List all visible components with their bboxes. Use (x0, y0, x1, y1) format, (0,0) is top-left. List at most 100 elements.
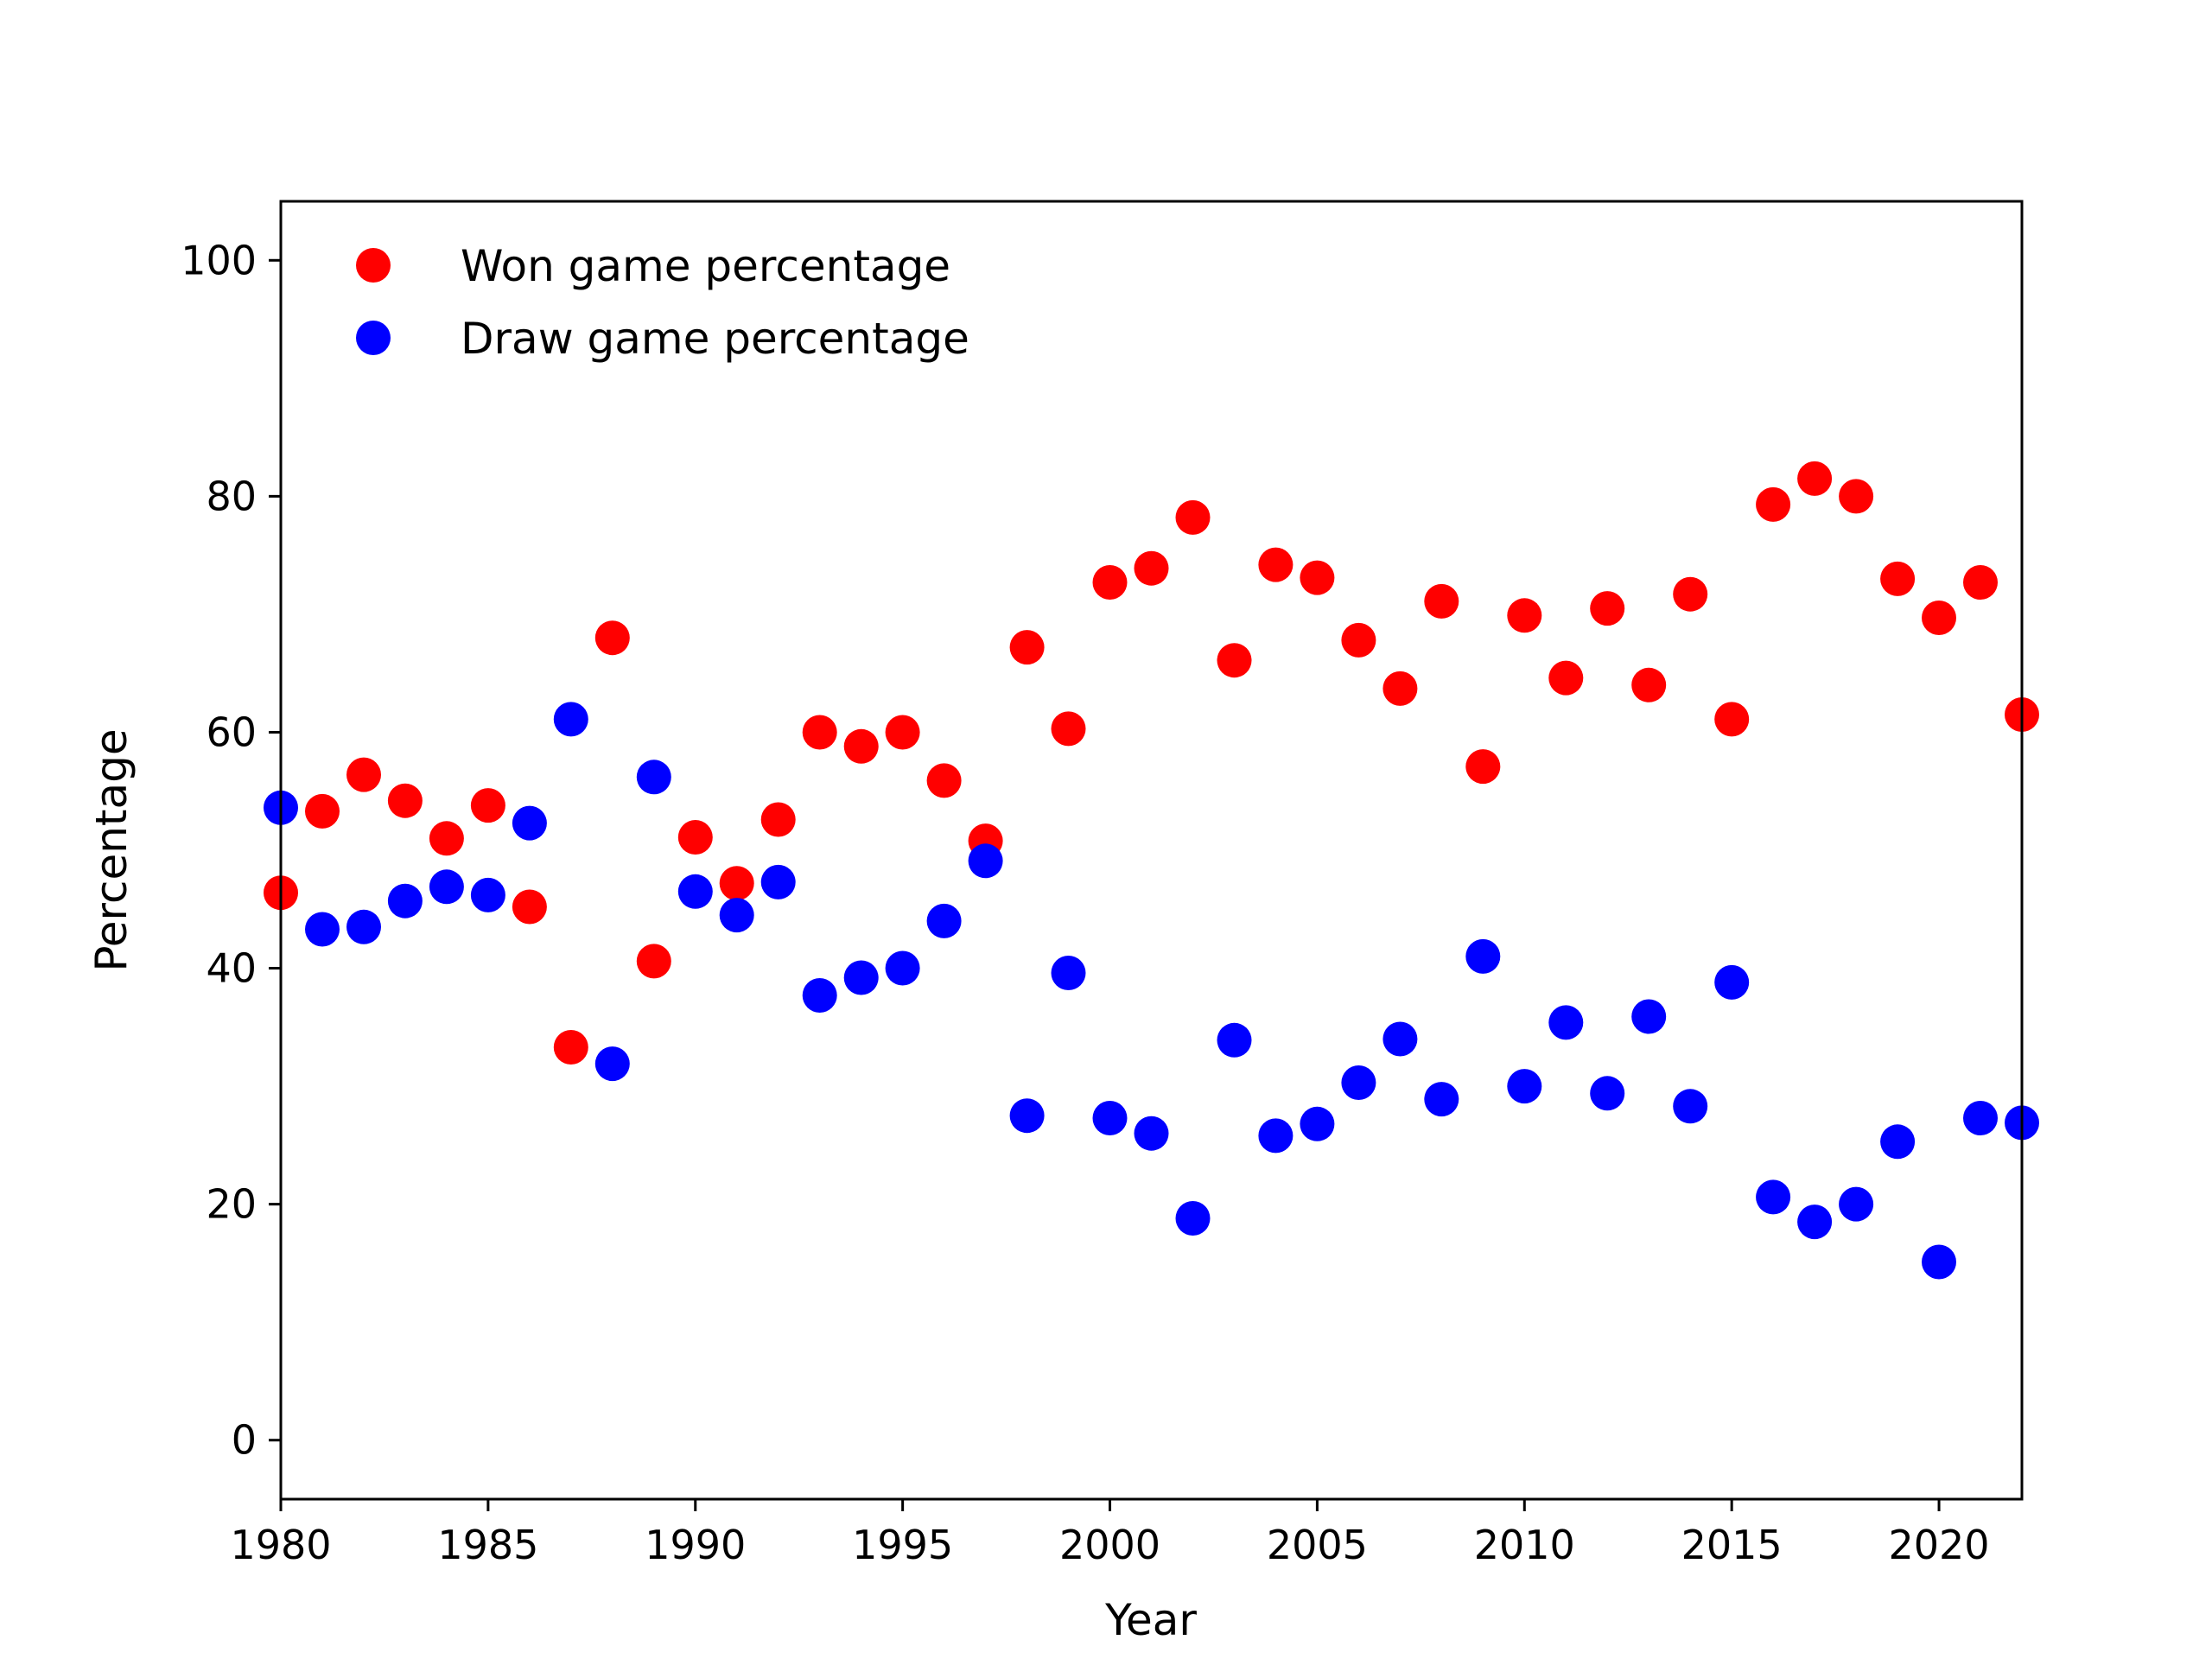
data-point (1175, 499, 1211, 535)
x-tick-label: 2010 (1474, 1522, 1575, 1568)
x-tick-label: 2000 (1059, 1522, 1160, 1568)
data-point (885, 715, 920, 750)
data-point (885, 950, 920, 986)
data-point (1051, 956, 1086, 990)
data-point (594, 1046, 630, 1082)
data-point (1341, 622, 1376, 658)
data-point (1797, 1205, 1833, 1240)
data-point (1465, 749, 1501, 785)
data-point (677, 820, 713, 855)
x-tick-label: 1985 (437, 1522, 538, 1568)
data-point (843, 728, 879, 764)
data-points (264, 461, 2039, 1280)
data-point (594, 620, 630, 656)
x-axis-ticks: 1980 1985 1990 1995 2000 2005 2010 2015 2020 (230, 1499, 1990, 1568)
legend-label-draw: Draw game percentage (461, 314, 969, 364)
data-point (1797, 461, 1833, 496)
data-point (553, 702, 588, 737)
series-won-points (264, 461, 2039, 1065)
data-point (1424, 1082, 1459, 1117)
data-point (1756, 486, 1791, 522)
legend-marker-draw (356, 321, 391, 355)
data-point (1009, 1098, 1045, 1134)
data-point (636, 944, 671, 979)
data-point (1590, 1076, 1625, 1111)
data-point (1714, 702, 1750, 737)
legend-marker-won (356, 248, 391, 283)
y-tick-label: 40 (206, 945, 257, 992)
data-point (305, 793, 340, 829)
data-point (1673, 1089, 1708, 1124)
data-point (1009, 630, 1045, 665)
x-tick-label: 2020 (1889, 1522, 1990, 1568)
series-draw-points (264, 702, 2039, 1280)
data-point (1300, 1106, 1335, 1141)
x-axis-label: Year (1104, 1595, 1197, 1645)
data-point (1382, 1021, 1418, 1057)
data-point (677, 874, 713, 909)
y-tick-label: 20 (206, 1181, 257, 1228)
data-point (1631, 999, 1667, 1034)
data-point (1922, 1244, 1956, 1280)
data-point (1714, 964, 1750, 1000)
y-axis-label: Percentage (86, 728, 137, 971)
data-point (429, 821, 464, 856)
data-point (1382, 671, 1418, 706)
x-tick-label: 1995 (852, 1522, 953, 1568)
data-point (968, 843, 1003, 879)
data-point (553, 1030, 588, 1065)
data-point (926, 763, 962, 798)
data-point (1465, 938, 1501, 974)
x-tick-label: 1980 (230, 1522, 331, 1568)
data-point (1134, 550, 1169, 586)
data-point (1922, 601, 1956, 635)
y-axis-ticks: 0 20 40 60 80 100 (181, 237, 281, 1464)
data-point (1963, 1101, 1998, 1135)
data-point (429, 869, 464, 905)
data-point (1590, 591, 1625, 626)
data-point (1548, 1005, 1584, 1040)
data-point (1175, 1201, 1211, 1236)
data-point (1092, 565, 1128, 600)
data-point (346, 909, 381, 944)
data-point (636, 760, 671, 795)
data-point (512, 805, 547, 841)
data-point (1092, 1101, 1128, 1135)
data-point (843, 960, 879, 995)
data-point (1880, 561, 1916, 596)
plot-area-frame (279, 200, 2024, 1501)
data-point (1673, 576, 1708, 612)
data-point (305, 912, 340, 947)
y-tick-label: 60 (206, 709, 257, 755)
data-point (1134, 1116, 1169, 1151)
data-point (760, 864, 796, 899)
data-point (1507, 1069, 1542, 1104)
data-point (1548, 660, 1584, 696)
legend: Won game percentage Draw game percentage (356, 241, 969, 364)
data-point (1756, 1179, 1791, 1215)
data-point (1507, 598, 1542, 633)
data-point (1051, 711, 1086, 747)
data-point (470, 877, 505, 912)
legend-label-won: Won game percentage (461, 241, 950, 291)
data-point (346, 757, 381, 792)
x-tick-label: 2005 (1267, 1522, 1368, 1568)
data-point (802, 978, 837, 1013)
data-point (470, 788, 505, 823)
data-point (719, 866, 754, 901)
data-point (1258, 547, 1294, 582)
data-point (387, 783, 423, 818)
y-tick-label: 100 (181, 237, 257, 283)
data-point (1839, 1186, 1874, 1222)
data-point (1963, 565, 1998, 600)
x-tick-label: 1990 (645, 1522, 746, 1568)
data-point (926, 903, 962, 938)
data-point (1217, 1022, 1252, 1058)
data-point (1880, 1124, 1916, 1160)
data-point (1258, 1118, 1294, 1154)
data-point (719, 898, 754, 933)
data-point (1300, 560, 1335, 595)
data-point (1217, 643, 1252, 678)
data-point (760, 802, 796, 837)
